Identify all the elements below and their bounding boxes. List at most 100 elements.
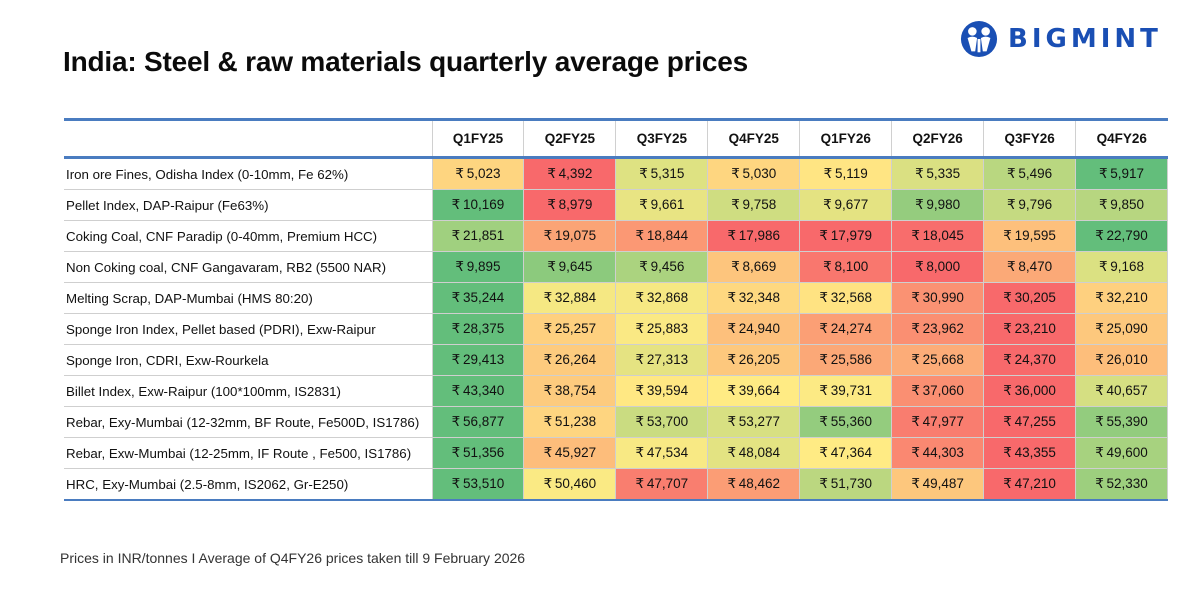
price-cell: ₹ 8,669: [707, 251, 801, 283]
price-cell: ₹ 32,884: [523, 282, 617, 314]
table-row: Sponge Iron, CDRI, Exw-Rourkela ₹ 29,413 ₹…: [64, 344, 1168, 376]
column-header-q4fy25: Q4FY25: [707, 119, 800, 158]
price-cell: ₹ 9,758: [707, 189, 801, 221]
column-header-q1fy25: Q1FY25: [431, 119, 524, 158]
header-row: Q1FY25 Q2FY25 Q3FY25 Q4FY25 Q1FY26 Q2FY26 Q3FY…: [64, 119, 1168, 158]
price-cell: ₹ 5,119: [799, 157, 893, 190]
price-cell: ₹ 38,754: [523, 375, 617, 407]
bigmint-logo: BIGMINT: [960, 20, 1162, 58]
table-row: Pellet Index, DAP-Raipur (Fe63%) ₹ 10,169…: [64, 189, 1168, 221]
price-cell: ₹ 23,962: [891, 313, 985, 345]
price-cell: ₹ 24,370: [983, 344, 1077, 376]
price-cell: ₹ 51,238: [523, 406, 617, 438]
price-cell: ₹ 55,390: [1075, 406, 1168, 438]
price-cell: ₹ 22,790: [1075, 220, 1168, 252]
price-cell: ₹ 4,392: [523, 157, 617, 190]
price-cell: ₹ 9,677: [799, 189, 893, 221]
row-label: Melting Scrap, DAP-Mumbai (HMS 80:20): [64, 282, 433, 314]
row-header-blank: [64, 119, 432, 158]
price-cell: ₹ 9,796: [983, 189, 1077, 221]
price-cell: ₹ 25,090: [1075, 313, 1168, 345]
price-cell: ₹ 19,595: [983, 220, 1077, 252]
price-cell: ₹ 25,668: [891, 344, 985, 376]
price-cell: ₹ 8,979: [523, 189, 617, 221]
price-cell: ₹ 56,877: [431, 406, 525, 438]
price-cell: ₹ 45,927: [523, 437, 617, 469]
price-cell: ₹ 8,100: [799, 251, 893, 283]
price-cell: ₹ 8,000: [891, 251, 985, 283]
price-cell: ₹ 23,210: [983, 313, 1077, 345]
price-cell: ₹ 47,210: [983, 468, 1077, 501]
chart-title: India: Steel & raw materials quarterly a…: [63, 46, 749, 77]
table-row: Iron ore Fines, Odisha Index (0-10mm, Fe…: [64, 157, 1168, 190]
price-cell: ₹ 48,462: [707, 468, 801, 501]
row-label: Coking Coal, CNF Paradip (0-40mm, Premiu…: [64, 220, 433, 252]
price-cell: ₹ 5,917: [1075, 157, 1168, 190]
price-cell: ₹ 27,313: [615, 344, 709, 376]
price-cell: ₹ 17,979: [799, 220, 893, 252]
price-cell: ₹ 9,980: [891, 189, 985, 221]
price-cell: ₹ 26,205: [707, 344, 801, 376]
price-cell: ₹ 9,456: [615, 251, 709, 283]
table-row: Coking Coal, CNF Paradip (0-40mm, Premiu…: [64, 220, 1168, 252]
price-cell: ₹ 36,000: [983, 375, 1077, 407]
table-row: Rebar, Exy-Mumbai (12-32mm, BF Route, Fe…: [64, 406, 1168, 438]
column-header-q4fy26: Q4FY26: [1075, 119, 1168, 158]
price-cell: ₹ 32,568: [799, 282, 893, 314]
footnote: Prices in INR/tonnes I Average of Q4FY26…: [60, 550, 526, 566]
price-cell: ₹ 43,355: [983, 437, 1077, 469]
price-cell: ₹ 18,045: [891, 220, 985, 252]
price-cell: ₹ 44,303: [891, 437, 985, 469]
table-row: Billet Index, Exw-Raipur (100*100mm, IS2…: [64, 375, 1168, 407]
price-cell: ₹ 5,496: [983, 157, 1077, 190]
price-cell: ₹ 48,084: [707, 437, 801, 469]
price-cell: ₹ 32,210: [1075, 282, 1168, 314]
price-cell: ₹ 39,664: [707, 375, 801, 407]
price-cell: ₹ 25,883: [615, 313, 709, 345]
price-cell: ₹ 52,330: [1075, 468, 1168, 501]
row-label: Pellet Index, DAP-Raipur (Fe63%): [64, 189, 433, 221]
price-cell: ₹ 29,413: [431, 344, 525, 376]
price-cell: ₹ 10,169: [431, 189, 525, 221]
table-row: Rebar, Exw-Mumbai (12-25mm, IF Route , F…: [64, 437, 1168, 469]
price-cell: ₹ 24,940: [707, 313, 801, 345]
price-cell: ₹ 28,375: [431, 313, 525, 345]
price-cell: ₹ 24,274: [799, 313, 893, 345]
price-cell: ₹ 25,257: [523, 313, 617, 345]
table-row: Sponge Iron Index, Pellet based (PDRI), …: [64, 313, 1168, 345]
price-cell: ₹ 47,255: [983, 406, 1077, 438]
price-cell: ₹ 5,023: [431, 157, 525, 190]
price-cell: ₹ 35,244: [431, 282, 525, 314]
price-cell: ₹ 51,356: [431, 437, 525, 469]
price-cell: ₹ 32,348: [707, 282, 801, 314]
price-cell: ₹ 51,730: [799, 468, 893, 501]
price-cell: ₹ 26,264: [523, 344, 617, 376]
price-cell: ₹ 32,868: [615, 282, 709, 314]
price-cell: ₹ 9,645: [523, 251, 617, 283]
price-cell: ₹ 30,990: [891, 282, 985, 314]
price-cell: ₹ 47,534: [615, 437, 709, 469]
price-cell: ₹ 9,168: [1075, 251, 1168, 283]
price-cell: ₹ 9,850: [1075, 189, 1168, 221]
row-label: Sponge Iron Index, Pellet based (PDRI), …: [64, 313, 433, 345]
price-cell: ₹ 9,895: [431, 251, 525, 283]
brand-name: BIGMINT: [1008, 24, 1162, 54]
price-cell: ₹ 53,510: [431, 468, 525, 501]
column-header-q2fy25: Q2FY25: [523, 119, 616, 158]
price-cell: ₹ 40,657: [1075, 375, 1168, 407]
column-header-q3fy25: Q3FY25: [615, 119, 708, 158]
price-cell: ₹ 49,600: [1075, 437, 1168, 469]
price-cell: ₹ 19,075: [523, 220, 617, 252]
price-cell: ₹ 47,977: [891, 406, 985, 438]
price-cell: ₹ 55,360: [799, 406, 893, 438]
price-cell: ₹ 5,315: [615, 157, 709, 190]
table-row: Melting Scrap, DAP-Mumbai (HMS 80:20) ₹ 3…: [64, 282, 1168, 314]
price-cell: ₹ 9,661: [615, 189, 709, 221]
price-cell: ₹ 25,586: [799, 344, 893, 376]
price-cell: ₹ 17,986: [707, 220, 801, 252]
price-cell: ₹ 53,700: [615, 406, 709, 438]
row-label: Iron ore Fines, Odisha Index (0-10mm, Fe…: [64, 157, 433, 190]
row-label: Rebar, Exy-Mumbai (12-32mm, BF Route, Fe…: [64, 406, 433, 438]
column-header-q2fy26: Q2FY26: [891, 119, 984, 158]
row-label: Sponge Iron, CDRI, Exw-Rourkela: [64, 344, 433, 376]
